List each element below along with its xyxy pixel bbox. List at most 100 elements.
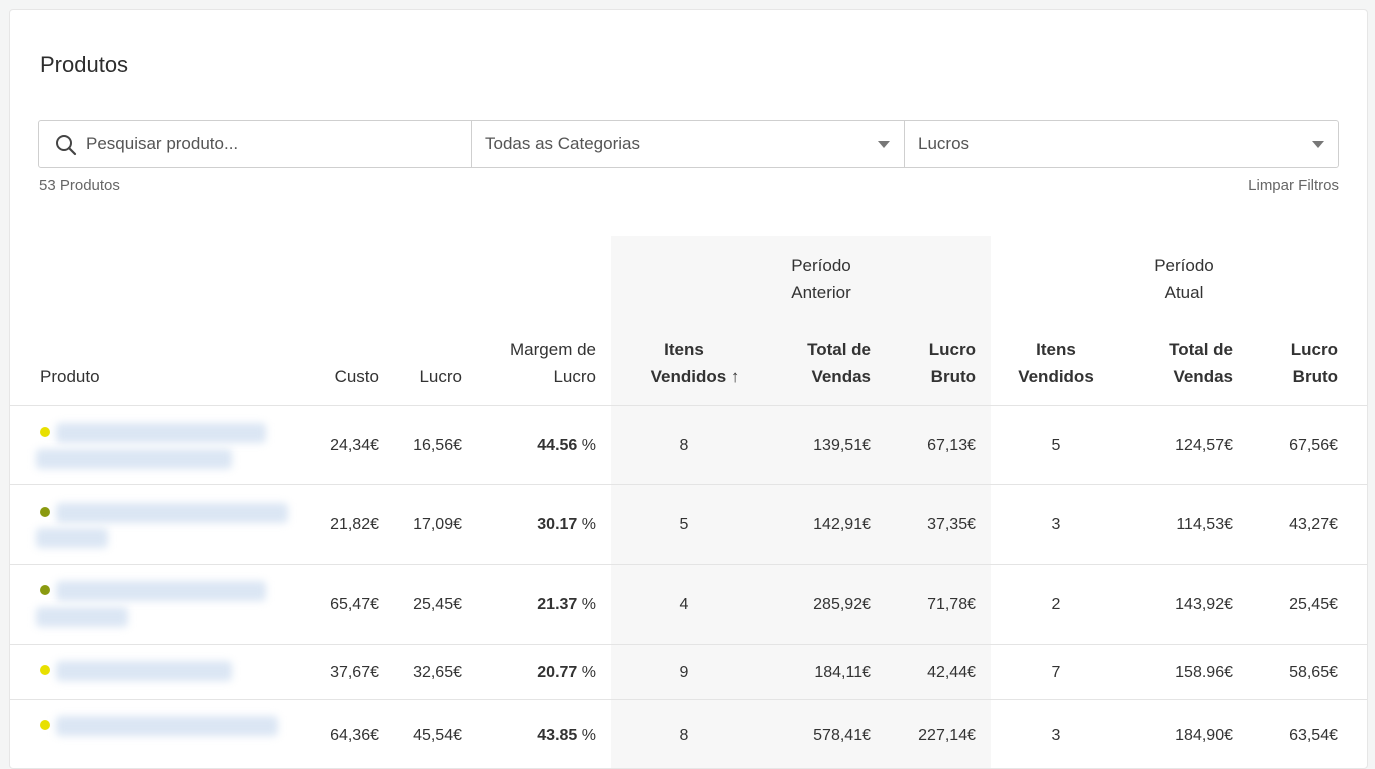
column-header-prev-bruto[interactable]: Lucro Bruto [876,336,976,390]
product-name-redacted[interactable] [56,503,288,523]
caret-down-icon [878,141,890,148]
cell-cur-total: 124,57€ [1175,437,1233,454]
cell-prev-itens: 4 [679,596,689,613]
cell-margem-value: 20.77 [537,664,578,681]
cell-margem: 44.56 % [446,436,596,456]
product-name-redacted[interactable] [56,716,278,736]
prev-itens-header-line2: Vendidos ↑ [614,363,754,390]
product-name-redacted[interactable] [56,661,232,681]
cell-cur-total: 114,53€ [1176,516,1233,533]
cell-cur-total: 158.96€ [1175,664,1233,681]
search-input[interactable] [86,121,456,167]
cell-margem: 43.85 % [446,726,596,746]
cell-cur-total: 184,90€ [1175,727,1233,744]
column-header-custo[interactable]: Custo [334,367,379,386]
prev-itens-header-label: Vendidos [650,367,727,386]
column-header-cur-itens[interactable]: Itens Vendidos [986,336,1126,390]
table-row[interactable]: 24,34€ 16,56€ 8 139,51€ 67,13€ 5 124,57€ 67,56€… [10,405,1367,484]
product-name-redacted[interactable] [56,423,266,443]
cell-margem-unit: % [577,664,596,681]
clear-filters-link[interactable]: Limpar Filtros [1248,177,1339,194]
column-header-produto[interactable]: Produto [40,367,100,386]
table-row[interactable]: 64,36€ 45,54€ 8 578,41€ 227,14€ 3 184,90€ 63,54… [10,699,1367,768]
cell-cur-total: 143,92€ [1175,596,1233,613]
product-name-redacted[interactable] [36,607,128,627]
cur-total-header-line2: Vendas [1173,367,1233,386]
group-current-period: Período Atual [1084,252,1284,306]
cell-prev-total: 285,92€ [813,596,871,613]
cell-prev-total: 578,41€ [813,727,871,744]
status-dot [40,720,50,730]
category-select-value: Todas as Categorias [485,134,640,153]
cell-margem-value: 43.85 [537,727,578,744]
cell-custo: 21,82€ [330,516,379,533]
metric-select[interactable]: Lucros [905,121,1338,167]
cell-lucro: 45,54€ [413,727,462,744]
cell-cur-bruto: 43,27€ [1289,516,1338,533]
previous-period-background [611,236,991,768]
table-row[interactable]: 37,67€ 32,65€ 9 184,11€ 42,44€ 7 158.96€ 58,65€… [10,644,1367,699]
cell-prev-bruto: 37,35€ [927,516,976,533]
group-previous-line2: Anterior [791,283,851,302]
cell-cur-itens: 3 [1051,516,1061,533]
status-dot [40,665,50,675]
status-dot [40,507,50,517]
prev-total-header-line1: Total de [807,340,871,359]
sort-arrow-up-icon[interactable]: ↑ [730,367,740,386]
search-icon [56,135,77,156]
group-previous-period: Período Anterior [721,252,921,306]
cell-prev-bruto: 42,44€ [927,664,976,681]
column-header-cur-total[interactable]: Total de Vendas [1083,336,1233,390]
cell-lucro: 25,45€ [413,596,462,613]
table-row[interactable]: 21,82€ 17,09€ 5 142,91€ 37,35€ 3 114,53€ 43,27€… [10,484,1367,564]
status-dot [40,585,50,595]
cell-cur-bruto: 67,56€ [1289,437,1338,454]
prev-itens-header-line1: Itens [664,340,704,359]
cell-prev-bruto: 71,78€ [927,596,976,613]
cell-custo: 65,47€ [330,596,379,613]
cell-prev-itens: 8 [679,727,689,744]
cell-cur-bruto: 63,54€ [1289,727,1338,744]
cell-prev-itens: 9 [679,664,689,681]
cell-margem-value: 44.56 [537,437,578,454]
cell-prev-bruto: 227,14€ [918,727,976,744]
group-previous-line1: Período [791,256,851,275]
cell-margem-unit: % [577,516,596,533]
group-current-line1: Período [1154,256,1214,275]
metric-select-value: Lucros [918,134,970,153]
prev-bruto-header-line1: Lucro [928,340,976,359]
product-name-redacted[interactable] [56,581,266,601]
cell-custo: 24,34€ [330,437,379,454]
cell-cur-bruto: 25,45€ [1289,596,1338,613]
product-name-redacted[interactable] [36,528,108,548]
column-header-margem[interactable]: Margem de Lucro [446,336,596,390]
column-header-cur-bruto[interactable]: Lucro Bruto [1238,336,1338,390]
table-row[interactable]: 65,47€ 25,45€ 4 285,92€ 71,78€ 2 143,92€ 25,45€… [10,564,1367,644]
cell-cur-bruto: 58,65€ [1289,664,1338,681]
category-select[interactable]: Todas as Categorias [472,121,905,167]
page-title: Produtos [40,52,129,77]
cell-cur-itens: 3 [1051,727,1061,744]
cell-cur-itens: 7 [1051,664,1061,681]
prev-bruto-header-line2: Bruto [930,367,976,386]
cell-margem-unit: % [577,727,596,744]
margem-header-line2: Lucro [553,367,596,386]
cell-custo: 64,36€ [330,727,379,744]
search-box[interactable] [39,121,472,167]
cell-lucro: 32,65€ [413,664,462,681]
column-header-prev-total[interactable]: Total de Vendas [721,336,871,390]
cell-margem: 20.77 % [446,663,596,683]
cell-margem-value: 21.37 [537,596,578,613]
cell-cur-itens: 2 [1051,596,1061,613]
cur-bruto-header-line2: Bruto [1292,367,1338,386]
cell-prev-itens: 5 [679,516,689,533]
filter-bar: Todas as Categorias Lucros [38,120,1339,168]
group-current-line2: Atual [1164,283,1204,302]
margem-header-line1: Margem de [510,340,596,359]
column-header-lucro[interactable]: Lucro [419,367,462,386]
cell-lucro: 16,56€ [413,437,462,454]
products-card: Produtos Todas as Categorias Lucros 5 3 P… [9,9,1368,769]
column-header-prev-itens[interactable]: Itens Vendidos ↑ [614,336,754,390]
product-name-redacted[interactable] [36,449,232,469]
cell-prev-total: 184,11€ [814,664,871,681]
